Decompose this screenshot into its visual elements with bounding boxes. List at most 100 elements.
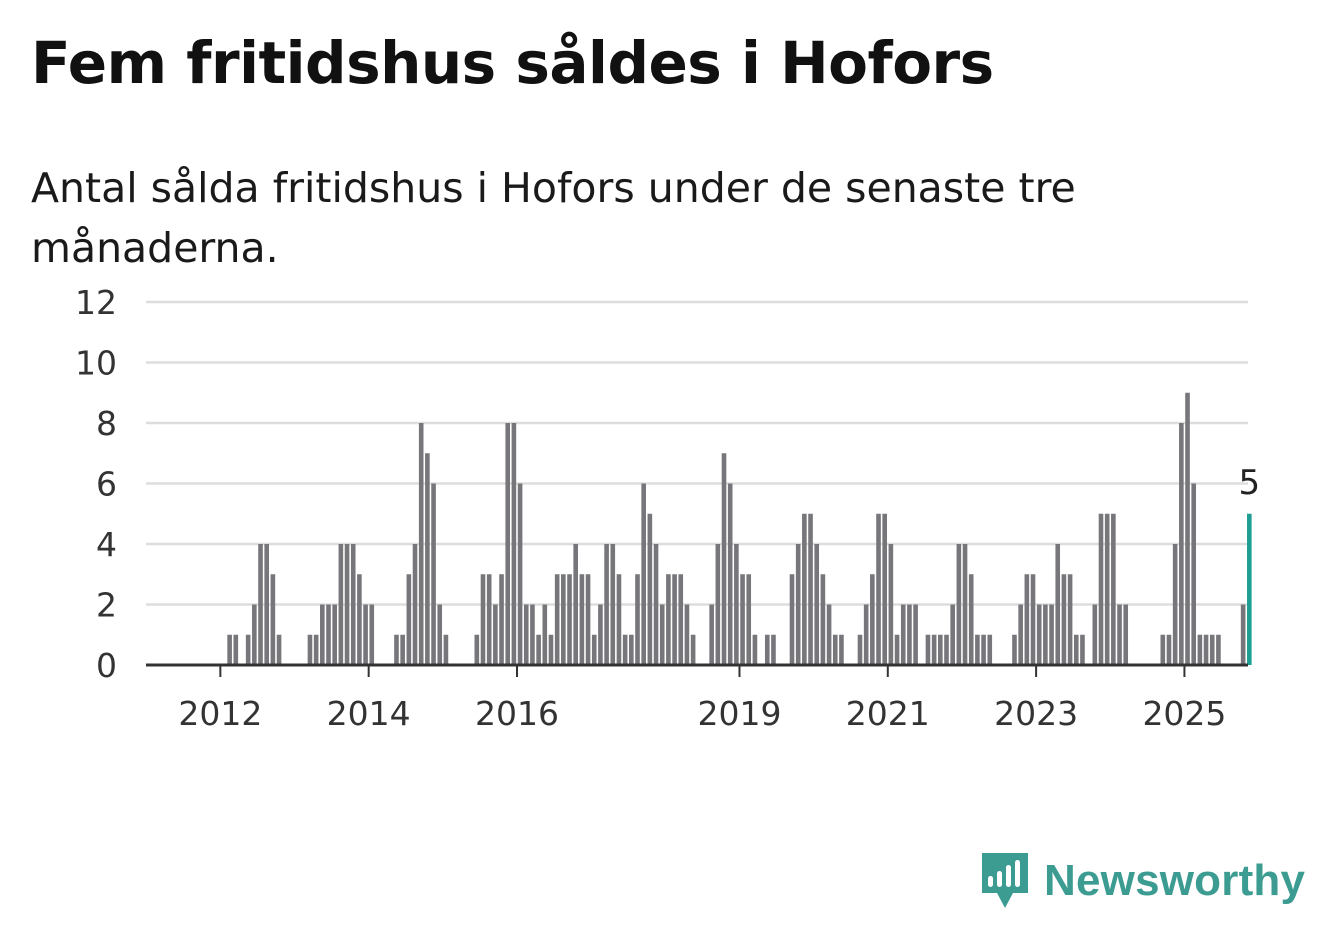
bar — [486, 574, 492, 665]
bar — [474, 634, 480, 665]
bar — [1191, 483, 1196, 665]
bar — [907, 604, 912, 665]
bar — [931, 634, 937, 665]
x-tick-label: 2016 — [475, 694, 559, 733]
bar — [591, 634, 597, 665]
bar — [870, 574, 875, 665]
bar — [721, 453, 727, 665]
newsworthy-logo-icon — [982, 853, 1028, 908]
bar — [369, 604, 375, 665]
bar — [808, 513, 813, 665]
bar — [1203, 634, 1209, 665]
x-tick-label: 2012 — [178, 694, 262, 733]
bar — [499, 574, 504, 665]
bar — [975, 634, 980, 665]
bar — [1104, 513, 1110, 665]
y-tick-label: 0 — [96, 646, 117, 685]
bar — [690, 634, 696, 665]
bar — [1197, 634, 1203, 665]
bar — [814, 544, 820, 665]
bar — [258, 544, 263, 665]
bar — [313, 634, 319, 665]
newsworthy-wordmark: Newsworthy — [1044, 856, 1306, 905]
bar — [635, 574, 640, 665]
bar — [1012, 634, 1017, 665]
bar — [820, 574, 826, 665]
bar — [338, 544, 344, 665]
bar — [734, 544, 739, 665]
bar — [431, 483, 436, 665]
bar — [944, 634, 949, 665]
bar — [968, 574, 974, 665]
bar — [1036, 604, 1042, 665]
bar — [740, 574, 745, 665]
x-tick-label: 2021 — [846, 694, 930, 733]
bar — [981, 634, 986, 665]
bar — [629, 634, 634, 665]
bar — [418, 423, 424, 665]
bar — [511, 423, 517, 665]
bar — [357, 574, 362, 665]
bar — [647, 513, 653, 665]
bars — [227, 392, 1252, 665]
bar — [764, 634, 770, 665]
bar — [245, 634, 251, 665]
bar — [604, 544, 609, 665]
bar — [1123, 604, 1129, 665]
x-tick-label: 2025 — [1142, 694, 1226, 733]
bar — [659, 604, 665, 665]
x-tick-label: 2023 — [994, 694, 1078, 733]
bar — [437, 604, 443, 665]
bar — [270, 574, 276, 665]
bar — [956, 544, 962, 665]
bar — [882, 513, 887, 665]
y-axis-tick-labels: 0 2 4 6 8 10 12 — [75, 283, 117, 685]
bar — [227, 634, 232, 665]
bar — [363, 604, 368, 665]
bar — [505, 423, 511, 665]
bar — [1030, 574, 1036, 665]
bar — [1049, 604, 1054, 665]
bar — [1160, 634, 1166, 665]
y-tick-label: 10 — [75, 344, 117, 383]
bar — [394, 634, 399, 665]
bar — [900, 604, 906, 665]
bar — [517, 483, 523, 665]
bar — [857, 634, 863, 665]
bar — [622, 634, 628, 665]
bar — [326, 604, 331, 665]
bar — [1111, 513, 1116, 665]
bar — [863, 604, 869, 665]
bar — [672, 574, 677, 665]
bar — [938, 634, 943, 665]
bar — [573, 544, 578, 665]
bar — [307, 634, 313, 665]
bar — [548, 634, 554, 665]
chart-title: Fem fritidshus såldes i Hofors — [31, 29, 994, 97]
y-tick-label: 12 — [75, 283, 117, 322]
bar — [406, 574, 412, 665]
bar — [832, 634, 838, 665]
x-tick-label: 2014 — [327, 694, 411, 733]
bar — [789, 574, 795, 665]
bar — [276, 634, 282, 665]
bar — [344, 544, 350, 665]
bar — [530, 604, 535, 665]
bar — [727, 483, 733, 665]
bar — [1098, 513, 1104, 665]
bar — [332, 604, 337, 665]
bar — [542, 604, 548, 665]
bar — [425, 453, 430, 665]
bar — [795, 544, 801, 665]
bar — [752, 634, 758, 665]
highlight-value-label: 5 — [1238, 463, 1260, 503]
bar — [1067, 574, 1073, 665]
bar — [1216, 634, 1221, 665]
bar — [839, 634, 844, 665]
bar — [480, 574, 486, 665]
newsworthy-logo: Newsworthy — [980, 850, 1305, 912]
bar — [1185, 392, 1190, 665]
bar — [746, 574, 752, 665]
bar — [987, 634, 993, 665]
